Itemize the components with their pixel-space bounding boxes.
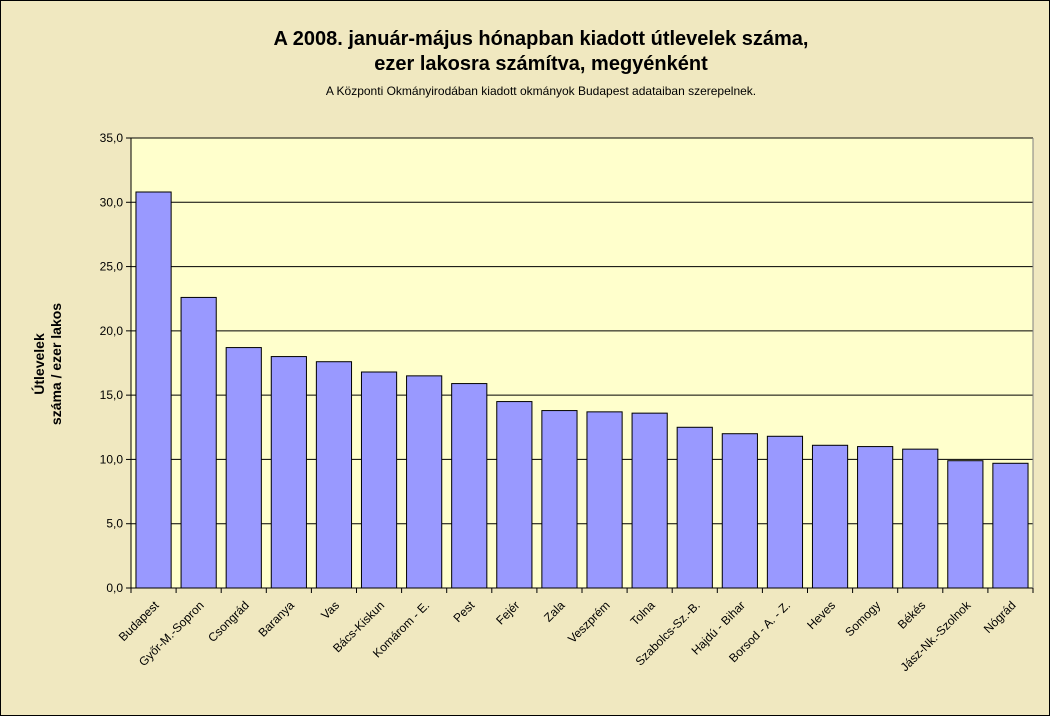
x-category-label: Heves — [804, 598, 838, 632]
bar — [180, 296, 217, 589]
bar — [406, 375, 443, 589]
y-axis-title-line-1: Útlevelek — [30, 333, 47, 395]
x-category-label: Nógrád — [981, 598, 1019, 636]
y-tick-label: 20,0 — [100, 324, 124, 338]
bar — [451, 383, 488, 589]
x-category-label: Baranya — [255, 598, 297, 640]
y-tick-label: 25,0 — [100, 260, 124, 274]
x-category-label: Veszprém — [565, 598, 613, 646]
x-category-label: Zala — [541, 598, 568, 625]
y-tick-label: 15,0 — [100, 388, 124, 402]
x-category-label: Tolna — [628, 598, 658, 628]
bar — [270, 356, 307, 589]
bar — [135, 191, 172, 589]
x-category-label: Vas — [318, 598, 342, 622]
bar — [360, 371, 398, 589]
x-category-label: Pest — [450, 598, 477, 625]
bar — [541, 410, 578, 589]
plot-area — [131, 138, 1033, 588]
bar — [857, 446, 894, 589]
bars — [135, 191, 1029, 589]
y-tick-label: 30,0 — [100, 195, 124, 209]
bar — [721, 433, 758, 589]
axes — [126, 137, 1034, 593]
y-axis-title: Útlevelek száma / ezer lakos — [30, 303, 64, 425]
x-category-label: Fejér — [493, 598, 522, 627]
bar — [225, 347, 262, 589]
y-axis-title-line-2: száma / ezer lakos — [48, 303, 64, 425]
x-category-label: Budapest — [116, 598, 162, 644]
bar — [586, 411, 623, 589]
y-tick-label: 35,0 — [100, 131, 124, 145]
bar — [496, 401, 533, 589]
bar — [902, 448, 939, 589]
y-tick-label: 10,0 — [100, 452, 124, 466]
bar — [947, 460, 984, 589]
chart-title-line-2: ezer lakosra számítva, megyénként — [374, 53, 708, 75]
bar — [315, 361, 353, 589]
y-tick-label: 0,0 — [106, 581, 123, 595]
chart-title-line-1: A 2008. január-május hónapban kiadott út… — [274, 28, 809, 50]
bar — [766, 435, 804, 589]
x-category-label: Békés — [895, 598, 928, 631]
chart-subtitle: A Központi Okmányirodában kiadott okmány… — [326, 84, 756, 98]
bar — [631, 412, 668, 589]
x-category-label: Csongrád — [205, 598, 252, 645]
y-tick-label: 5,0 — [106, 517, 123, 531]
x-category-label: Somogy — [842, 598, 883, 639]
bar — [811, 444, 849, 589]
y-tick-labels: 0,0 5,0 10,0 15,0 20,0 25,0 30,0 35,0 — [100, 131, 124, 595]
bar — [676, 426, 713, 589]
bar — [992, 462, 1029, 589]
